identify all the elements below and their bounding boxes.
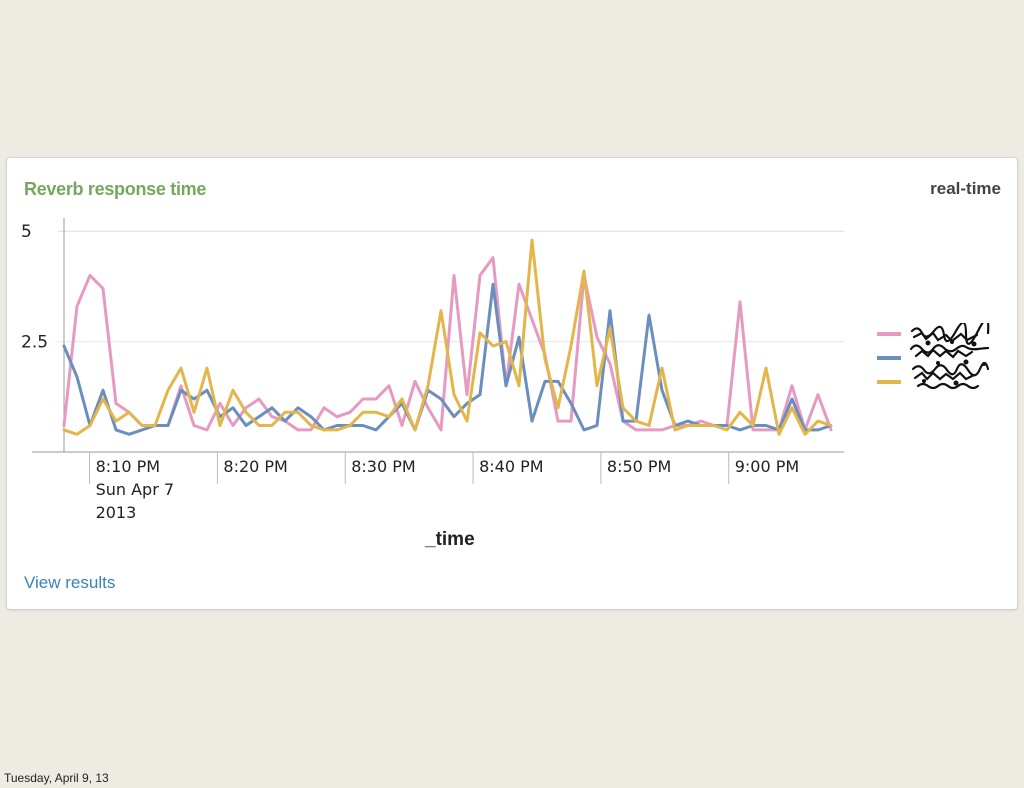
view-results-link[interactable]: View results — [24, 573, 116, 592]
chart-panel: Reverb response time real-time 2.5 5 8:10 … — [6, 157, 1018, 610]
y-tick-label: 2.5 — [21, 333, 48, 353]
x-tick-label: 8:20 PM — [223, 457, 287, 476]
x-tick-label: 8:40 PM — [479, 457, 543, 476]
x-tick-label: 9:00 PM — [735, 457, 799, 476]
x-tick-label: 8:30 PM — [351, 457, 415, 476]
realtime-label[interactable]: real-time — [930, 179, 1001, 198]
y-tick-label: 5 — [21, 222, 32, 242]
x-tick-sublabel: 2013 — [96, 503, 137, 518]
x-axis-title: _time — [425, 529, 475, 550]
x-tick-label: 8:10 PM — [96, 457, 160, 476]
legend-labels-scribble — [909, 323, 990, 390]
panel-title: Reverb response time — [24, 179, 207, 199]
series-line-3 — [62, 238, 833, 436]
x-tick-sublabel: Sun Apr 7 — [96, 480, 174, 499]
x-tick-label: 8:50 PM — [607, 457, 671, 476]
response-time-chart: 2.5 5 8:10 PM Sun Apr 7 2013 8:20 PM 8:30 PM 8:… — [21, 218, 901, 518]
slide-footer-date: Tuesday, April 9, 13 — [4, 771, 109, 785]
